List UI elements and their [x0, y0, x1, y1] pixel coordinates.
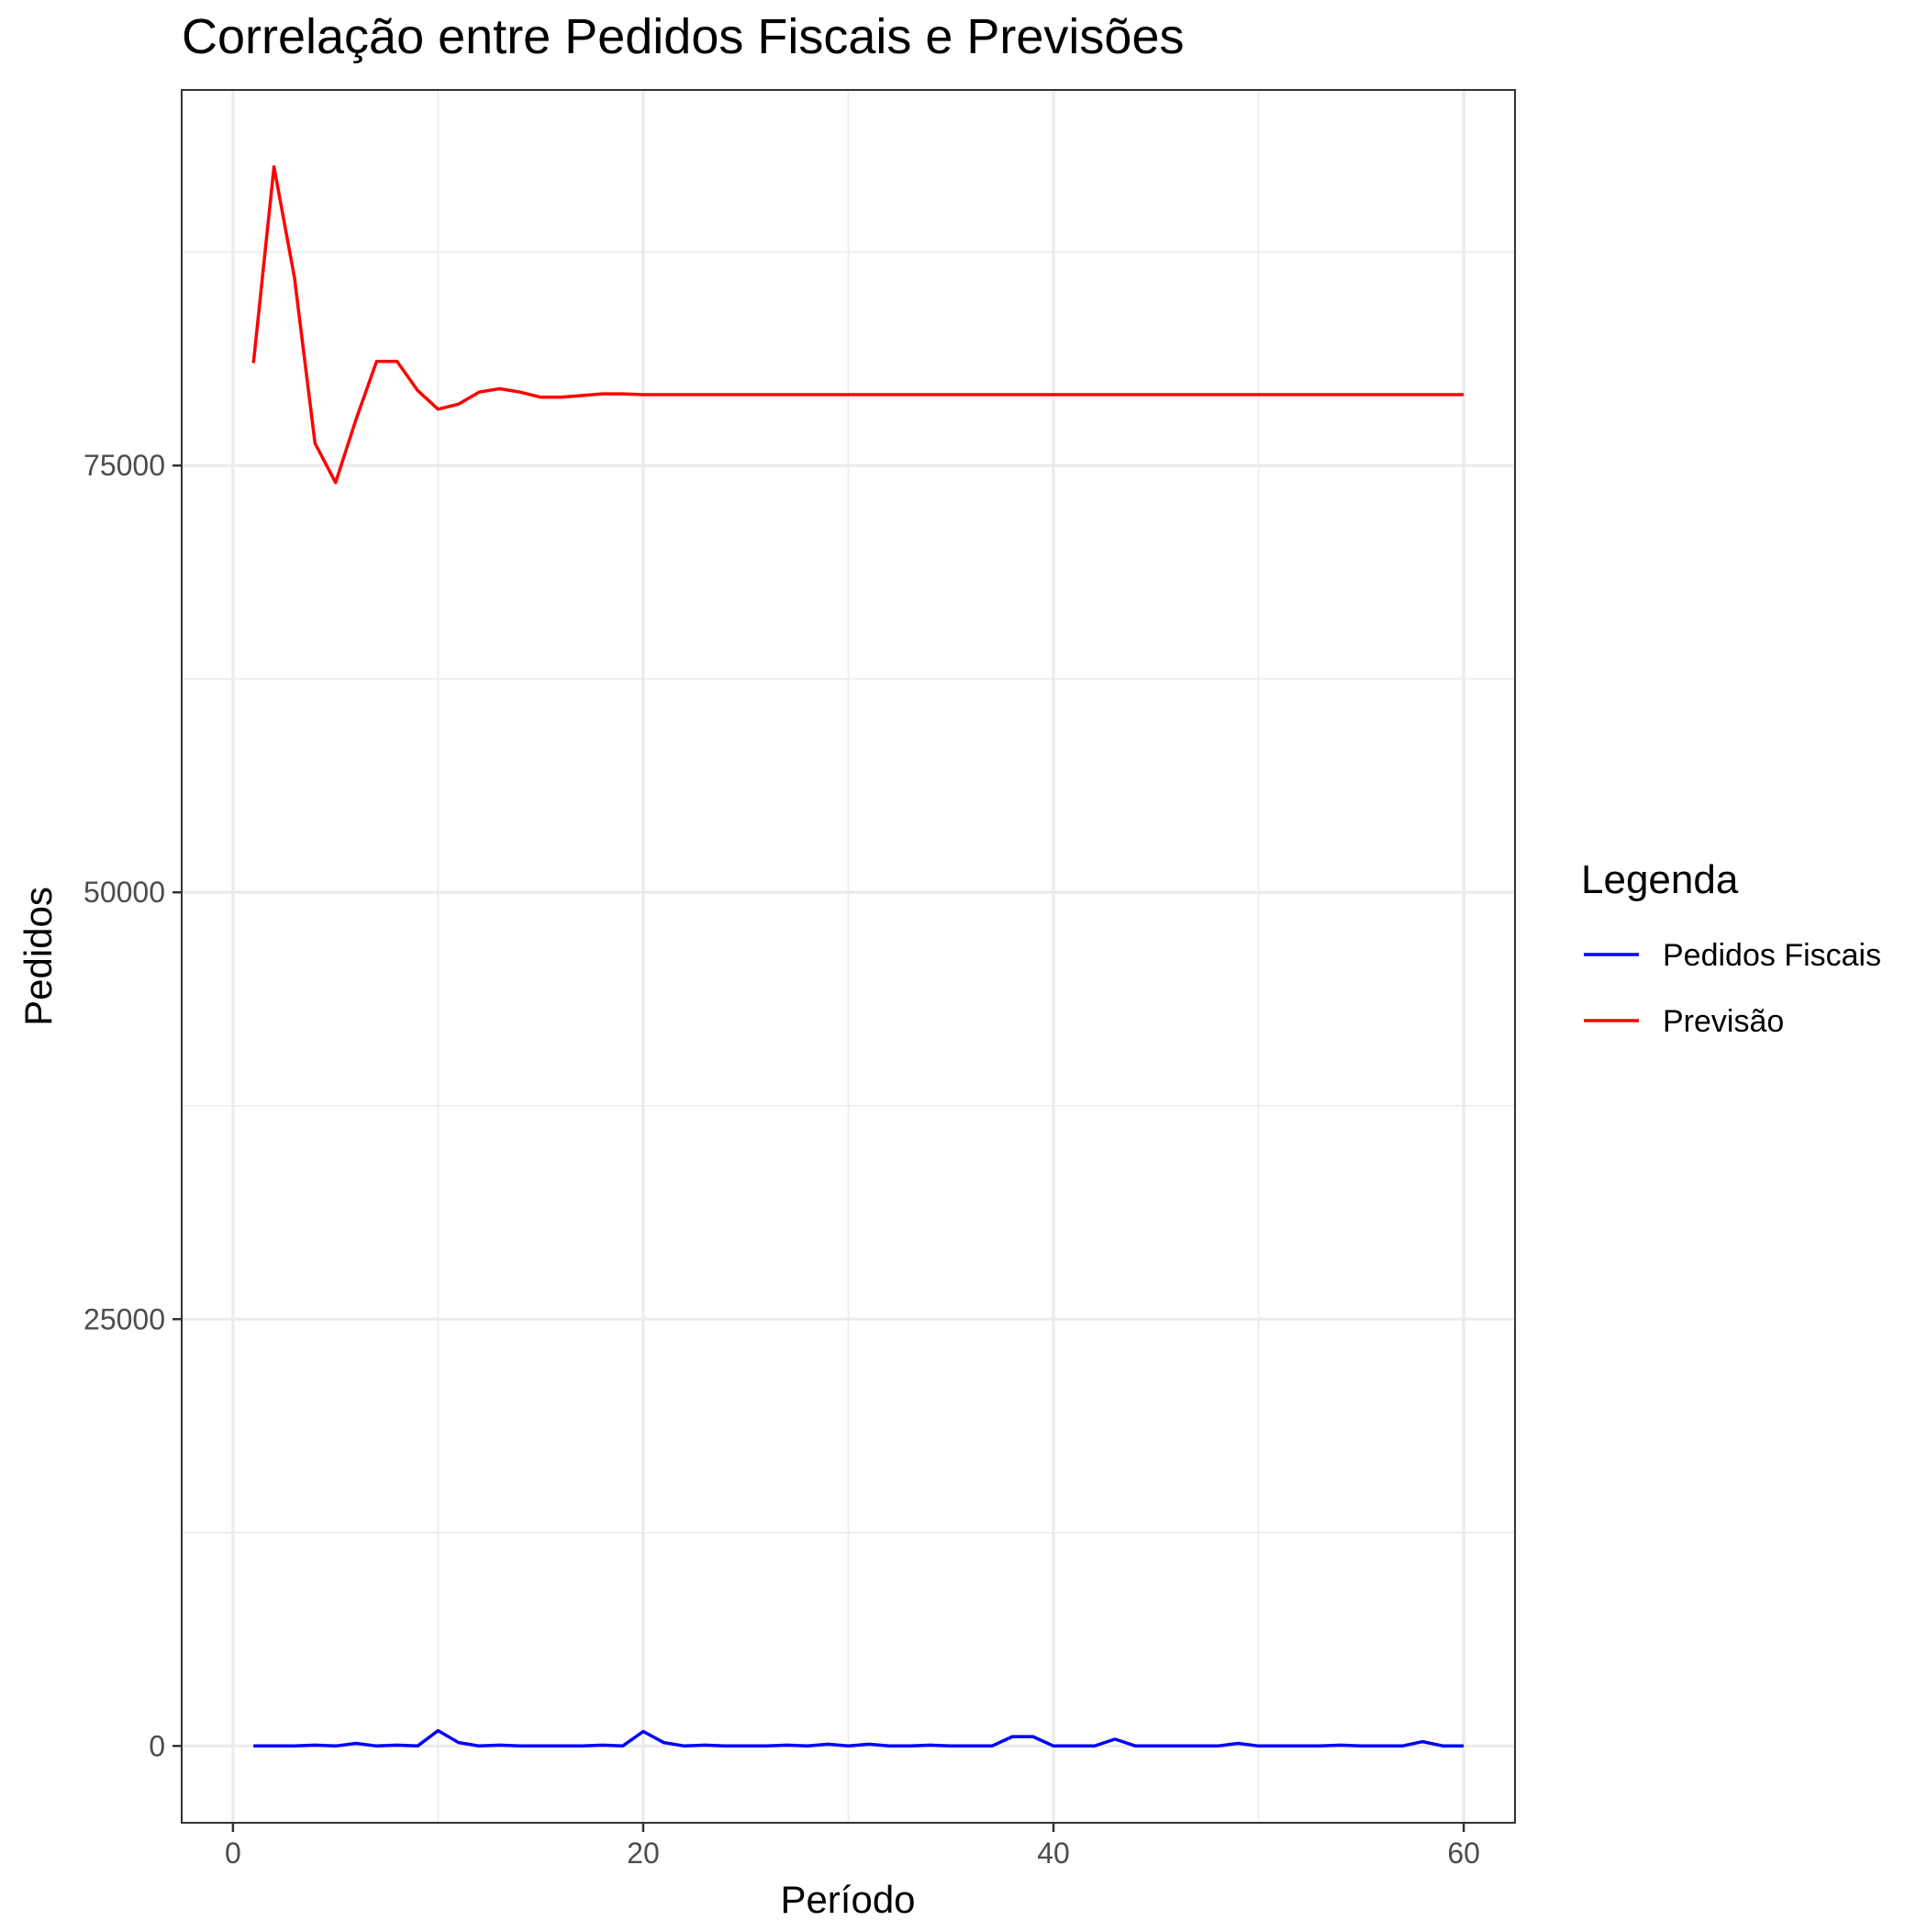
chart-title: Correlação entre Pedidos Fiscais e Previ…: [182, 9, 1185, 64]
x-axis-title: Período: [780, 1878, 915, 1921]
legend-label: Pedidos Fiscais: [1663, 938, 1881, 973]
x-tick-label: 40: [1037, 1837, 1070, 1870]
legend: Legenda Pedidos Fiscais Previsão: [1581, 857, 1881, 1039]
series-line-previs-o: [251, 164, 1465, 485]
y-tick-label: 25000: [84, 1302, 165, 1335]
grid: [182, 90, 1515, 1823]
x-tick-label: 60: [1447, 1837, 1480, 1870]
series-line-pedidos-fiscais: [253, 1728, 1465, 1748]
plot-panel-border: [181, 89, 1516, 1824]
y-tick-label: 50000: [84, 876, 165, 909]
legend-label: Previsão: [1663, 1004, 1784, 1039]
y-tick-label: 0: [149, 1729, 165, 1762]
series-lines: [251, 164, 1465, 1748]
legend-title: Legenda: [1581, 857, 1739, 902]
x-tick-label: 0: [225, 1837, 241, 1870]
axis-ticks: 0 20 40 60 0 25000 50000 75000: [84, 449, 1480, 1870]
x-tick-label: 20: [627, 1837, 660, 1870]
legend-items: Pedidos Fiscais Previsão: [1584, 938, 1881, 1039]
y-tick-label: 75000: [84, 449, 165, 482]
y-axis-title: Pedidos: [17, 887, 60, 1026]
